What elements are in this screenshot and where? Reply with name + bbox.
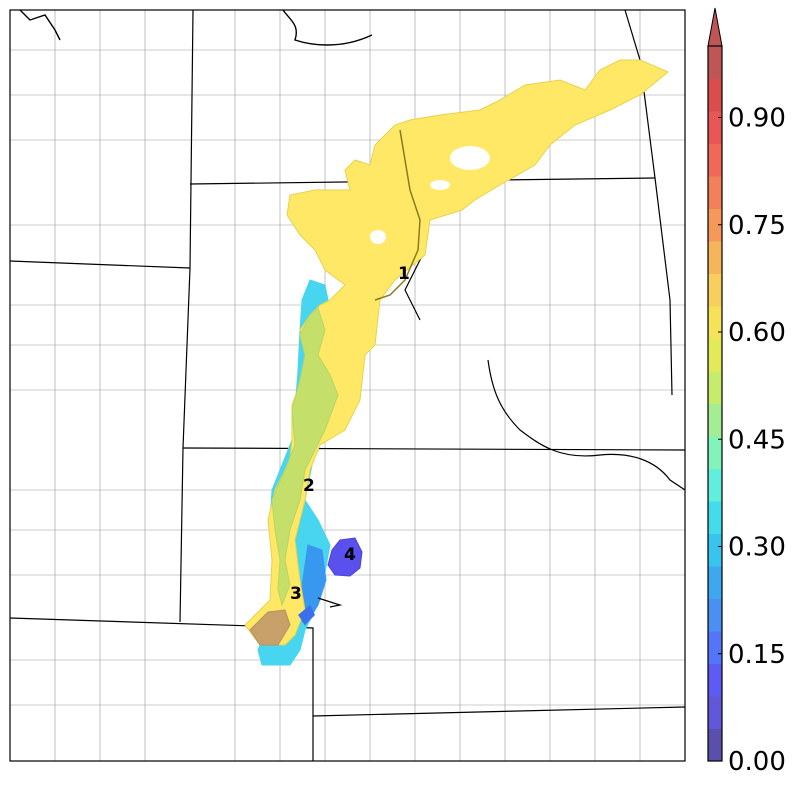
colorbar-segment bbox=[708, 598, 722, 632]
colorbar-tick-label: 0.75 bbox=[728, 211, 786, 241]
colorbar-segment bbox=[708, 208, 722, 242]
colorbar-segment bbox=[708, 306, 722, 339]
colorbar: 0.00 0.15 0.30 0.45 0.60 0.75 0.90 bbox=[707, 7, 786, 777]
contour-green bbox=[271, 307, 339, 607]
colorbar-segment bbox=[708, 143, 722, 177]
colorbar-segment bbox=[708, 46, 722, 79]
contour-purple bbox=[327, 537, 363, 577]
colorbar-segments bbox=[708, 46, 722, 762]
colorbar-segment bbox=[708, 111, 722, 144]
map-border bbox=[9, 9, 686, 762]
colorbar-segment bbox=[708, 533, 722, 567]
colorbar-segment bbox=[708, 631, 722, 664]
contour-hole bbox=[430, 180, 450, 190]
colorbar-tick-label: 0.15 bbox=[728, 640, 786, 670]
colorbar-segment bbox=[708, 501, 722, 534]
contour-hole bbox=[450, 146, 490, 170]
colorbar-segment bbox=[708, 273, 722, 307]
colorbar-segment bbox=[708, 338, 722, 372]
colorbar-tick-label: 0.60 bbox=[728, 318, 786, 348]
contour-hole bbox=[370, 230, 386, 244]
colorbar-extend-arrow bbox=[707, 7, 723, 47]
colorbar-tick-label: 0.45 bbox=[728, 425, 786, 455]
colorbar-segment bbox=[708, 663, 722, 697]
region-label-2: 2 bbox=[303, 476, 315, 496]
colorbar-segment bbox=[708, 566, 722, 599]
contour-blue-small bbox=[298, 605, 315, 625]
colorbar-segment bbox=[708, 403, 722, 437]
colorbar-segment bbox=[708, 176, 722, 209]
colorbar-segment bbox=[708, 241, 722, 274]
colorbar-segment bbox=[708, 371, 722, 404]
river bbox=[374, 129, 421, 301]
colorbar-tick-label: 0.90 bbox=[728, 104, 786, 134]
region-label-3: 3 bbox=[290, 584, 302, 604]
water-features bbox=[19, 10, 373, 46]
colorbar-frame bbox=[707, 45, 723, 762]
river-tail bbox=[317, 597, 343, 608]
colorbar-tick-label: 0.30 bbox=[728, 533, 786, 563]
contour-yellow bbox=[244, 59, 669, 646]
contour-brown bbox=[249, 609, 291, 646]
region-label-1: 1 bbox=[398, 264, 410, 284]
colorbar-ticks: 0.00 0.15 0.30 0.45 0.60 0.75 0.90 bbox=[718, 104, 786, 777]
colorbar-segment bbox=[708, 468, 722, 502]
colorbar-segment bbox=[708, 728, 722, 762]
probability-shading bbox=[244, 59, 669, 666]
region-label-4: 4 bbox=[344, 545, 356, 565]
colorbar-segment bbox=[708, 78, 722, 112]
colorbar-segment bbox=[708, 436, 722, 469]
colorbar-tick-label: 0.00 bbox=[728, 747, 786, 777]
colorbar-segment bbox=[708, 696, 722, 729]
